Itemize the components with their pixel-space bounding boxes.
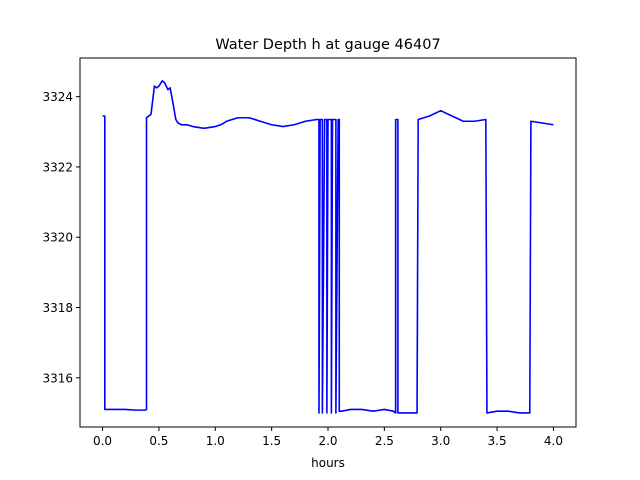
x-tick-label: 2.0 (318, 434, 337, 448)
plot-frame (79, 57, 577, 428)
x-tick-label: 2.5 (375, 434, 394, 448)
y-tick-label: 3318 (42, 301, 73, 315)
x-tick-label: 1.0 (206, 434, 225, 448)
chart-title: Water Depth h at gauge 46407 (215, 37, 440, 53)
x-tick-label: 3.0 (431, 434, 450, 448)
x-tick-label: 0.0 (93, 434, 112, 448)
x-axis-label: hours (311, 456, 345, 470)
y-tick-label: 3322 (42, 160, 73, 174)
y-tick-label: 3324 (42, 90, 73, 104)
axis-ticks: 0.0 0.5 1.0 1.5 2.0 2.5 3.0 3.5 4.0 3316 3318 3320 3… (42, 90, 563, 448)
y-tick-label: 3316 (42, 371, 73, 385)
x-tick-label: 0.5 (149, 434, 168, 448)
plot-area (102, 80, 554, 414)
x-tick-label: 1.5 (262, 434, 281, 448)
y-tick-label: 3320 (42, 231, 73, 245)
x-tick-label: 4.0 (544, 434, 563, 448)
x-tick-label: 3.5 (488, 434, 507, 448)
series-line-0 (102, 80, 554, 414)
